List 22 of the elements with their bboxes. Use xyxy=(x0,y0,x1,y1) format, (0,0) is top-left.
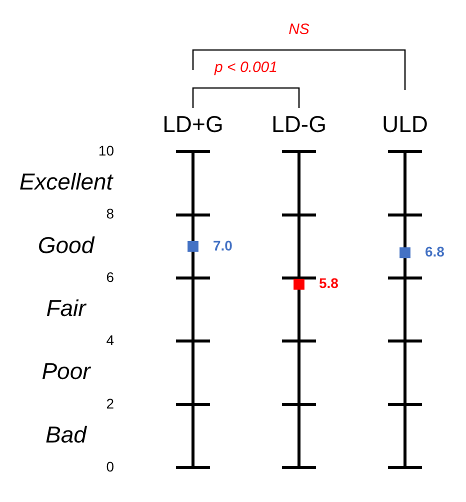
point xyxy=(188,240,198,252)
data-label: 7.0 xyxy=(213,237,233,254)
x-tick-label: LD+G xyxy=(162,111,224,138)
y-tick-label: 10 xyxy=(98,142,114,158)
text: p < 0.001 xyxy=(214,59,278,76)
text: Bad xyxy=(46,421,88,448)
data-label: 6.8 xyxy=(425,244,445,260)
x-tick-label: ULD xyxy=(382,111,428,138)
y-tick-label: 4 xyxy=(106,332,114,348)
text: Poor xyxy=(42,358,92,384)
text: Good xyxy=(38,232,96,258)
y-tick-label: 2 xyxy=(106,395,114,412)
x-tick-label: LD-G xyxy=(272,111,326,138)
y-tick-label: 8 xyxy=(106,206,114,222)
text: NS xyxy=(288,21,310,38)
y-tick-label: 6 xyxy=(106,268,114,285)
point xyxy=(400,247,410,258)
text: Fair xyxy=(46,294,88,321)
text: Excellent xyxy=(19,168,114,195)
point xyxy=(294,278,304,290)
data-label: 5.8 xyxy=(319,275,339,292)
y-tick-label: 0 xyxy=(106,458,114,474)
